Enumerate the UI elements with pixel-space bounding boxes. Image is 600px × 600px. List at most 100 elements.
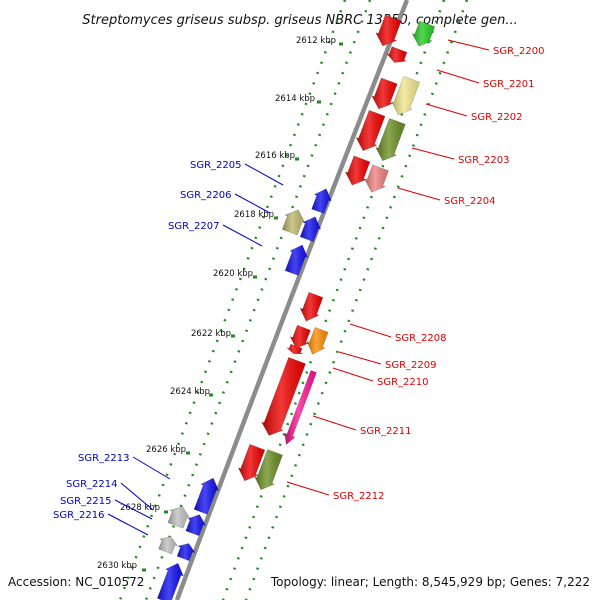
inner-forward-guide	[221, 0, 446, 600]
guide-lines	[118, 0, 469, 600]
gene-arrow-shade	[254, 449, 283, 490]
gene-arrow-shade	[285, 245, 308, 276]
gene-feature[interactable]: SGR_2211	[284, 370, 412, 445]
outer-forward-guide	[244, 0, 469, 600]
gene-feature[interactable]: SGR_2209	[286, 291, 437, 371]
gene-arrow-shade	[356, 110, 385, 151]
tick-mark	[274, 216, 278, 220]
tick-mark	[253, 275, 257, 279]
gene-arrow-shade	[284, 370, 317, 445]
gene-label[interactable]: SGR_2216	[53, 510, 105, 521]
tick-mark	[164, 510, 168, 514]
tick-label: 2626 kbp	[146, 445, 186, 455]
genome-backbone	[174, 0, 410, 600]
gene-leader-line	[234, 193, 271, 214]
gene-arrow-shade	[412, 21, 435, 47]
gene-feature[interactable]: SGR_2206	[180, 190, 306, 236]
gene-leader-line	[397, 187, 441, 201]
gene-leader-line	[349, 323, 392, 338]
gene-arrow-shade	[375, 118, 406, 161]
gene-feature[interactable]: SGR_2210	[261, 357, 429, 436]
tick-label: 2622 kbp	[191, 329, 231, 339]
gene-feature[interactable]: SGR_2205	[190, 160, 332, 214]
gene-leader-line	[436, 69, 480, 84]
gene-arrow-shade	[194, 478, 219, 515]
tick-label: 2630 kbp	[97, 561, 137, 571]
tick-mark	[317, 100, 321, 104]
gene-label[interactable]: SGR_2211	[360, 426, 412, 437]
gene-arrow-shade	[238, 444, 265, 481]
gene-arrow-shade	[345, 155, 370, 186]
gene-arrow-shade	[286, 344, 303, 354]
gene-label[interactable]: SGR_2214	[66, 479, 118, 490]
tick-label: 2612 kbp	[296, 36, 336, 46]
gene-arrow-shade	[300, 292, 323, 322]
gene-arrow-shade	[185, 514, 206, 536]
gene-leader-line	[132, 456, 171, 480]
gene-arrow-shade	[168, 506, 190, 529]
gene-label[interactable]: SGR_2208	[395, 333, 447, 344]
gene-feature[interactable]: SGR_2216	[53, 510, 179, 555]
gene-arrow-shade	[364, 164, 389, 193]
tick-label: 2624 kbp	[170, 387, 210, 397]
tick-mark	[142, 568, 146, 572]
gene-leader-line	[120, 482, 154, 511]
tick-label: 2620 kbp	[213, 269, 253, 279]
gene-label[interactable]: SGR_2206	[180, 190, 232, 201]
gene-label[interactable]: SGR_2204	[444, 196, 496, 207]
gene-feature[interactable]: SGR_2213	[78, 453, 220, 515]
gene-feature[interactable]: SGR_2215	[60, 496, 207, 600]
gene-feature[interactable]: SGR_2212	[237, 443, 385, 502]
gene-label[interactable]: SGR_2207	[168, 221, 220, 232]
gene-leader-line	[338, 351, 382, 365]
inner-reverse-guide	[144, 0, 372, 600]
gene-label[interactable]: SGR_2209	[385, 360, 437, 371]
gene-leader-line	[312, 415, 357, 431]
gene-arrow-shade	[307, 327, 329, 355]
gene-leader-line	[425, 103, 468, 117]
outer-reverse-guide	[118, 0, 347, 600]
tick-layer: 2612 kbp 2614 kbp 2616 kbp 2618 kbp 2620 kbp…	[97, 36, 343, 572]
topology-text: Topology: linear; Length: 8,545,929 bp; …	[270, 575, 590, 589]
gene-feature[interactable]: SGR_2200	[411, 20, 545, 57]
gene-arrow-shade	[157, 563, 184, 600]
tick-label: 2614 kbp	[275, 94, 315, 104]
gene-feature[interactable]: SGR_2201	[371, 14, 535, 110]
gene-leader-line	[244, 163, 284, 186]
gene-label[interactable]: SGR_2210	[377, 377, 429, 388]
gene-label[interactable]: SGR_2212	[333, 491, 385, 502]
gene-layer: SGR_2200 SGR_2201 SGR_2202 SGR_2203 SGR_2204…	[53, 14, 545, 600]
gene-arrow-shade	[290, 325, 311, 349]
gene-label[interactable]: SGR_2205	[190, 160, 242, 171]
gene-arrow-shade	[375, 15, 402, 46]
gene-leader-line	[107, 513, 149, 536]
gene-feature[interactable]: SGR_2204	[344, 155, 496, 207]
gene-arrow-shade	[391, 76, 420, 115]
tick-label: 2618 kbp	[234, 210, 274, 220]
accession-text: Accession: NC_010572	[8, 575, 144, 589]
gene-arrow-shade	[386, 46, 407, 63]
gene-leader-line	[222, 224, 263, 247]
gene-label[interactable]: SGR_2202	[471, 112, 523, 123]
gene-feature[interactable]: SGR_2214	[66, 479, 191, 529]
tick-label: 2628 kbp	[120, 503, 160, 513]
gene-leader-line	[447, 39, 490, 51]
gene-feature[interactable]: SGR_2202	[390, 75, 523, 123]
tick-mark	[209, 393, 213, 397]
gene-feature[interactable]: SGR_2207	[168, 216, 322, 276]
gene-label[interactable]: SGR_2213	[78, 453, 130, 464]
gene-label[interactable]: SGR_2215	[60, 496, 112, 507]
gene-arrow-shade	[261, 357, 306, 436]
gene-arrow-shade	[311, 188, 332, 214]
tick-mark	[295, 157, 299, 161]
map-title: Streptomyces griseus subsp. griseus NBRC…	[82, 13, 517, 28]
gene-arrow-shade	[177, 543, 195, 561]
gene-feature[interactable]: SGR_2203	[355, 109, 510, 166]
gene-feature[interactable]: SGR_2208	[306, 323, 447, 355]
gene-label[interactable]: SGR_2200	[493, 46, 545, 57]
tick-label: 2616 kbp	[255, 151, 295, 161]
gene-label[interactable]: SGR_2203	[458, 155, 510, 166]
gene-arrow-shade	[158, 536, 178, 554]
gene-label[interactable]: SGR_2201	[483, 79, 535, 90]
